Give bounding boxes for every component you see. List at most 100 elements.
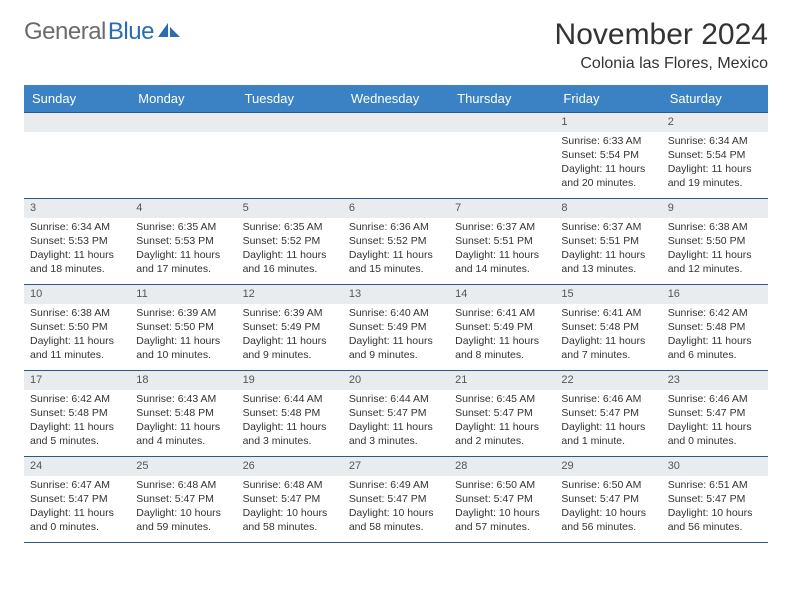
day-number: 30 [662,457,768,476]
day-number: 5 [237,199,343,218]
day-number: 22 [555,371,661,390]
day-cell: 18Sunrise: 6:43 AMSunset: 5:48 PMDayligh… [130,371,236,457]
day-number: 23 [662,371,768,390]
daylight-text: Daylight: 10 hours and 59 minutes. [136,506,230,534]
sunrise-text: Sunrise: 6:33 AM [561,134,655,148]
day-number: 26 [237,457,343,476]
daylight-text: Daylight: 11 hours and 13 minutes. [561,248,655,276]
day-number: 1 [555,113,661,132]
day-body: Sunrise: 6:41 AMSunset: 5:49 PMDaylight:… [449,304,555,367]
day-cell: 26Sunrise: 6:48 AMSunset: 5:47 PMDayligh… [237,457,343,543]
day-number [24,113,130,132]
sunset-text: Sunset: 5:49 PM [349,320,443,334]
day-cell: 19Sunrise: 6:44 AMSunset: 5:48 PMDayligh… [237,371,343,457]
day-body: Sunrise: 6:51 AMSunset: 5:47 PMDaylight:… [662,476,768,539]
daylight-text: Daylight: 11 hours and 7 minutes. [561,334,655,362]
sunset-text: Sunset: 5:51 PM [561,234,655,248]
daylight-text: Daylight: 10 hours and 58 minutes. [349,506,443,534]
sunset-text: Sunset: 5:47 PM [243,492,337,506]
sunrise-text: Sunrise: 6:41 AM [455,306,549,320]
day-header-row: SundayMondayTuesdayWednesdayThursdayFrid… [24,85,768,113]
sunset-text: Sunset: 5:49 PM [455,320,549,334]
day-number: 24 [24,457,130,476]
daylight-text: Daylight: 11 hours and 11 minutes. [30,334,124,362]
day-header: Friday [555,85,661,113]
day-cell: 23Sunrise: 6:46 AMSunset: 5:47 PMDayligh… [662,371,768,457]
sunset-text: Sunset: 5:53 PM [30,234,124,248]
day-header: Monday [130,85,236,113]
day-cell: 2Sunrise: 6:34 AMSunset: 5:54 PMDaylight… [662,113,768,199]
day-cell: 25Sunrise: 6:48 AMSunset: 5:47 PMDayligh… [130,457,236,543]
day-header: Sunday [24,85,130,113]
sunrise-text: Sunrise: 6:48 AM [136,478,230,492]
day-header: Thursday [449,85,555,113]
day-cell: 3Sunrise: 6:34 AMSunset: 5:53 PMDaylight… [24,199,130,285]
sunset-text: Sunset: 5:53 PM [136,234,230,248]
location-text: Colonia las Flores, Mexico [555,55,768,73]
daylight-text: Daylight: 10 hours and 56 minutes. [668,506,762,534]
logo: GeneralBlue [24,18,180,46]
sunrise-text: Sunrise: 6:47 AM [30,478,124,492]
sunrise-text: Sunrise: 6:35 AM [136,220,230,234]
day-cell [343,113,449,199]
daylight-text: Daylight: 11 hours and 19 minutes. [668,162,762,190]
day-cell: 20Sunrise: 6:44 AMSunset: 5:47 PMDayligh… [343,371,449,457]
day-cell: 24Sunrise: 6:47 AMSunset: 5:47 PMDayligh… [24,457,130,543]
day-cell: 22Sunrise: 6:46 AMSunset: 5:47 PMDayligh… [555,371,661,457]
day-body [130,132,236,138]
day-cell: 15Sunrise: 6:41 AMSunset: 5:48 PMDayligh… [555,285,661,371]
day-body [343,132,449,138]
daylight-text: Daylight: 11 hours and 0 minutes. [668,420,762,448]
day-body: Sunrise: 6:39 AMSunset: 5:50 PMDaylight:… [130,304,236,367]
sunrise-text: Sunrise: 6:48 AM [243,478,337,492]
title-block: November 2024 Colonia las Flores, Mexico [555,18,768,73]
day-body: Sunrise: 6:34 AMSunset: 5:53 PMDaylight:… [24,218,130,281]
day-number: 15 [555,285,661,304]
daylight-text: Daylight: 11 hours and 3 minutes. [243,420,337,448]
day-number: 18 [130,371,236,390]
day-number: 9 [662,199,768,218]
logo-text-blue: Blue [108,18,154,46]
daylight-text: Daylight: 11 hours and 8 minutes. [455,334,549,362]
day-cell: 27Sunrise: 6:49 AMSunset: 5:47 PMDayligh… [343,457,449,543]
day-body: Sunrise: 6:43 AMSunset: 5:48 PMDaylight:… [130,390,236,453]
sunrise-text: Sunrise: 6:50 AM [561,478,655,492]
sunrise-text: Sunrise: 6:49 AM [349,478,443,492]
day-header: Wednesday [343,85,449,113]
daylight-text: Daylight: 11 hours and 2 minutes. [455,420,549,448]
daylight-text: Daylight: 11 hours and 14 minutes. [455,248,549,276]
sunset-text: Sunset: 5:51 PM [455,234,549,248]
daylight-text: Daylight: 11 hours and 20 minutes. [561,162,655,190]
day-cell: 1Sunrise: 6:33 AMSunset: 5:54 PMDaylight… [555,113,661,199]
day-body: Sunrise: 6:49 AMSunset: 5:47 PMDaylight:… [343,476,449,539]
day-cell: 9Sunrise: 6:38 AMSunset: 5:50 PMDaylight… [662,199,768,285]
day-number: 20 [343,371,449,390]
day-body: Sunrise: 6:37 AMSunset: 5:51 PMDaylight:… [555,218,661,281]
day-body: Sunrise: 6:40 AMSunset: 5:49 PMDaylight:… [343,304,449,367]
sunset-text: Sunset: 5:50 PM [668,234,762,248]
sunset-text: Sunset: 5:47 PM [30,492,124,506]
sunset-text: Sunset: 5:47 PM [349,406,443,420]
day-number: 21 [449,371,555,390]
day-cell: 30Sunrise: 6:51 AMSunset: 5:47 PMDayligh… [662,457,768,543]
day-body: Sunrise: 6:38 AMSunset: 5:50 PMDaylight:… [662,218,768,281]
sunset-text: Sunset: 5:48 PM [136,406,230,420]
day-number: 16 [662,285,768,304]
calendar-table: SundayMondayTuesdayWednesdayThursdayFrid… [24,85,768,543]
sunset-text: Sunset: 5:48 PM [30,406,124,420]
daylight-text: Daylight: 11 hours and 1 minute. [561,420,655,448]
daylight-text: Daylight: 11 hours and 4 minutes. [136,420,230,448]
daylight-text: Daylight: 10 hours and 57 minutes. [455,506,549,534]
day-cell: 17Sunrise: 6:42 AMSunset: 5:48 PMDayligh… [24,371,130,457]
day-number: 11 [130,285,236,304]
daylight-text: Daylight: 11 hours and 9 minutes. [349,334,443,362]
day-cell: 4Sunrise: 6:35 AMSunset: 5:53 PMDaylight… [130,199,236,285]
sunset-text: Sunset: 5:47 PM [455,406,549,420]
day-number: 2 [662,113,768,132]
day-body: Sunrise: 6:38 AMSunset: 5:50 PMDaylight:… [24,304,130,367]
day-number: 8 [555,199,661,218]
sunrise-text: Sunrise: 6:34 AM [30,220,124,234]
day-body: Sunrise: 6:44 AMSunset: 5:48 PMDaylight:… [237,390,343,453]
day-body: Sunrise: 6:33 AMSunset: 5:54 PMDaylight:… [555,132,661,195]
sunset-text: Sunset: 5:47 PM [668,492,762,506]
